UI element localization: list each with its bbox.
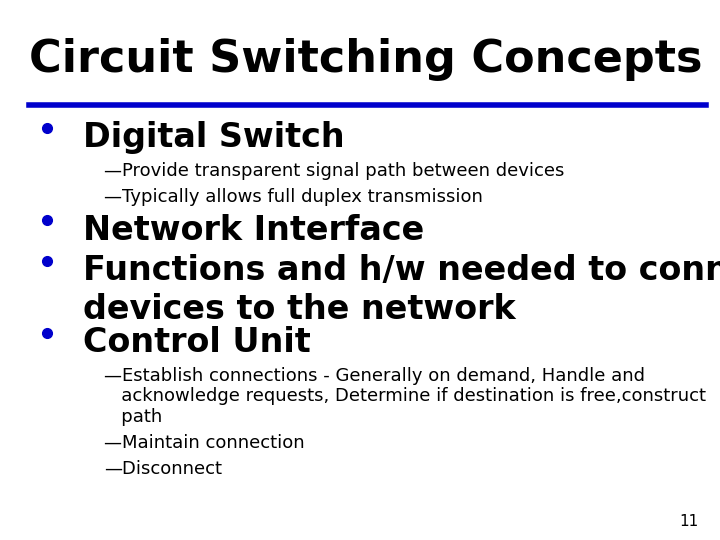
Text: —Provide transparent signal path between devices: —Provide transparent signal path between… xyxy=(104,162,564,180)
Text: —Maintain connection: —Maintain connection xyxy=(104,434,305,451)
Text: Functions and h/w needed to connect digital
devices to the network: Functions and h/w needed to connect digi… xyxy=(83,254,720,326)
Text: —Disconnect: —Disconnect xyxy=(104,460,222,477)
Text: —Typically allows full duplex transmission: —Typically allows full duplex transmissi… xyxy=(104,188,483,206)
Text: Network Interface: Network Interface xyxy=(83,214,424,247)
Text: 11: 11 xyxy=(679,514,698,529)
Text: Circuit Switching Concepts: Circuit Switching Concepts xyxy=(29,38,702,81)
Text: Control Unit: Control Unit xyxy=(83,326,310,359)
Text: —Establish connections - Generally on demand, Handle and
   acknowledge requests: —Establish connections - Generally on de… xyxy=(104,367,706,426)
Text: Digital Switch: Digital Switch xyxy=(83,122,344,154)
